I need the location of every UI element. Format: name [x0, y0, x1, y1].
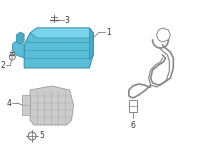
Text: 6: 6: [130, 121, 135, 130]
Polygon shape: [30, 86, 74, 125]
Polygon shape: [16, 32, 24, 44]
Text: 1: 1: [106, 27, 111, 36]
Polygon shape: [12, 42, 24, 58]
Text: 3: 3: [65, 15, 70, 25]
Text: 4: 4: [6, 98, 11, 107]
Polygon shape: [22, 95, 30, 115]
Text: 2: 2: [1, 61, 5, 70]
Text: 5: 5: [39, 132, 44, 141]
Polygon shape: [89, 28, 93, 60]
Polygon shape: [24, 28, 93, 68]
Polygon shape: [30, 28, 93, 38]
